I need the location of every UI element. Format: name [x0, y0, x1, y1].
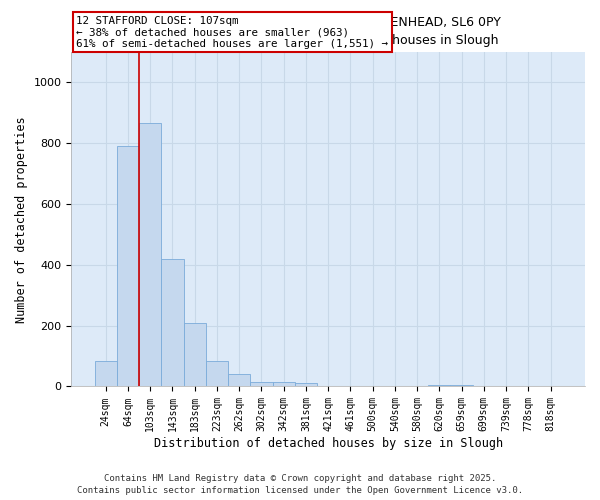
Bar	[161, 259, 184, 386]
Bar	[250, 382, 272, 386]
Bar	[451, 385, 473, 386]
Text: Contains HM Land Registry data © Crown copyright and database right 2025.
Contai: Contains HM Land Registry data © Crown c…	[77, 474, 523, 495]
Bar	[272, 382, 295, 386]
Bar	[184, 322, 206, 386]
Y-axis label: Number of detached properties: Number of detached properties	[15, 116, 28, 322]
Bar	[428, 385, 451, 386]
Text: 12 STAFFORD CLOSE: 107sqm
← 38% of detached houses are smaller (963)
61% of semi: 12 STAFFORD CLOSE: 107sqm ← 38% of detac…	[76, 16, 388, 48]
Bar	[228, 374, 250, 386]
Bar	[295, 384, 317, 386]
Bar	[117, 146, 139, 386]
Bar	[95, 360, 117, 386]
Bar	[139, 124, 161, 386]
Title: 12, STAFFORD CLOSE, TAPLOW, MAIDENHEAD, SL6 0PY
Size of property relative to det: 12, STAFFORD CLOSE, TAPLOW, MAIDENHEAD, …	[156, 16, 500, 46]
X-axis label: Distribution of detached houses by size in Slough: Distribution of detached houses by size …	[154, 437, 503, 450]
Bar	[206, 360, 228, 386]
